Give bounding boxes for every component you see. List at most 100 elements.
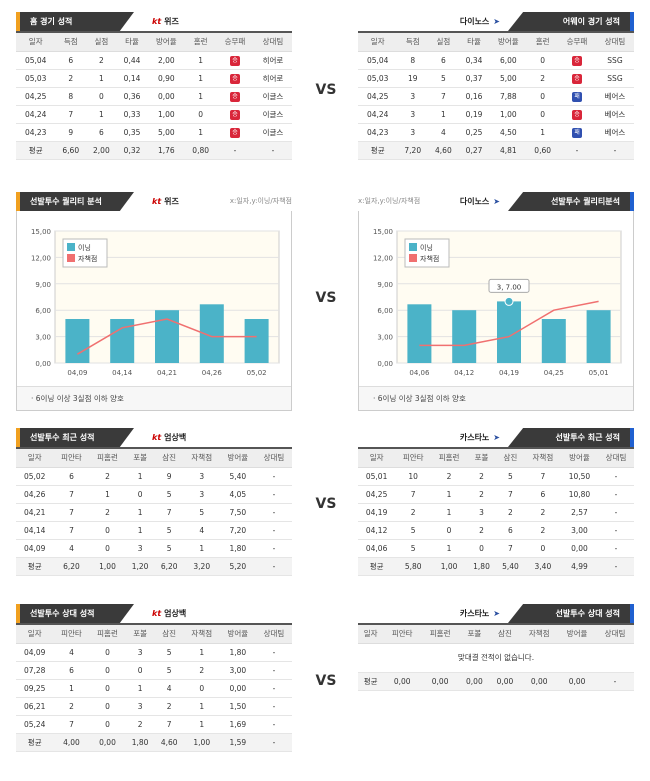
table-cell: 04,24 (16, 105, 56, 124)
table-cell: 3 (125, 643, 155, 662)
average-cell: 0,00 (558, 672, 597, 691)
table-cell: 0 (527, 51, 558, 70)
table-cell: 0,19 (458, 105, 490, 124)
column-header: 자책점 (520, 625, 559, 644)
table-row: 05,04 8 6 0,34 6,00 0 승 SSG (358, 51, 634, 70)
table-cell: 1,80 (219, 539, 256, 558)
table-cell: 히어로 (253, 51, 292, 70)
table-cell: - (255, 539, 292, 558)
table-cell: 0 (527, 87, 558, 106)
table-cell: 0,34 (458, 51, 490, 70)
table-row: 05,04 6 2 0,44 2,00 1 승 히어로 (16, 51, 292, 70)
table-cell: 04,21 (16, 503, 54, 522)
opp-left-header: 선발투수 상대 성적 kt 엄상백 (16, 604, 292, 623)
average-cell: 1,00 (89, 557, 126, 576)
table-cell: 0,00 (147, 87, 186, 106)
table-cell: 0 (185, 105, 216, 124)
average-cell: - (596, 672, 634, 691)
column-header: 일자 (358, 449, 396, 468)
table-cell: 6,00 (489, 51, 528, 70)
average-cell: 평균 (358, 141, 398, 160)
average-cell: 0,00 (459, 672, 490, 691)
table-cell: 0,37 (458, 69, 490, 88)
legend-swatch (409, 243, 417, 251)
result-badge: 패 (571, 91, 582, 102)
column-header: 피홈런 (421, 625, 460, 644)
legend-label: 자책점 (78, 254, 97, 263)
quality-left-chart: 0,00 3,00 6,00 9,00 12,00 15,00 04,09 04,14 04,2… (16, 211, 292, 411)
average-row: 평균 5,80 1,00 1,80 5,40 3,40 4,99- (358, 557, 634, 576)
table-cell: - (255, 643, 292, 662)
average-cell: 4,81 (489, 141, 528, 160)
table-cell: 2 (53, 697, 90, 716)
home-record-title: 홈 경기 성적 (16, 12, 134, 31)
result-badge: 패 (571, 127, 582, 138)
table-cell: 0,33 (116, 105, 148, 124)
recent-right-pitcher: 카스타노 ➤ (459, 433, 500, 442)
table-cell: 2 (183, 661, 220, 680)
average-cell: 평균 (358, 557, 396, 576)
y-tick-label: 15,00 (31, 228, 51, 236)
column-header: 피안타 (53, 449, 90, 468)
legend-swatch (67, 243, 75, 251)
table-cell: 1 (125, 679, 155, 698)
average-cell: 0,00 (421, 672, 460, 691)
average-cell: 평균 (16, 141, 56, 160)
table-cell: 04,25 (358, 87, 398, 106)
tooltip-point (504, 296, 514, 306)
average-cell: 0,00 (89, 733, 126, 752)
table-cell: - (255, 697, 292, 716)
result-badge: 승 (571, 55, 582, 66)
average-cell: 2,00 (86, 141, 117, 160)
table-cell: 1 (89, 485, 126, 504)
quality-right-team: 다이노스 ➤ (459, 197, 500, 206)
bar-innings (407, 304, 432, 363)
opp-left-title: 선발투수 상대 성적 (16, 604, 134, 623)
average-cell: 6,20 (53, 557, 90, 576)
table-cell: 승 (215, 123, 254, 142)
result-badge: 승 (571, 73, 582, 84)
table-cell: 05,02 (16, 467, 54, 486)
table-cell: 0 (89, 679, 126, 698)
table-row: 04,21 7 2 1 7 5 7,50- (16, 503, 292, 522)
table-cell: 이글스 (253, 105, 292, 124)
table-row: 04,19 2 1 3 2 2 2,57- (358, 503, 634, 522)
table-cell: 0,90 (147, 69, 186, 88)
table-row: 04,25 3 7 0,16 7,88 0 패 베어스 (358, 87, 634, 106)
column-header: 상대팀 (598, 449, 634, 468)
average-cell: 7,20 (397, 141, 429, 160)
bar-innings (452, 310, 477, 363)
column-header: 삼진 (495, 449, 525, 468)
average-cell: 0,00 (383, 672, 422, 691)
column-header: 타율 (458, 33, 490, 52)
table-cell: 히어로 (253, 69, 292, 88)
table-cell: 5 (154, 539, 184, 558)
table-cell: - (255, 521, 292, 540)
home-team-name: kt 위즈 (152, 17, 179, 26)
table-cell: 04,19 (358, 503, 396, 522)
column-header: 상대팀 (255, 625, 292, 644)
table-cell: 6 (53, 467, 90, 486)
table-cell: 1 (183, 643, 220, 662)
column-header: 실점 (86, 33, 117, 52)
home-record-table: 일자 득점 실점 타율 방어율 홈런 승무패 상대팀 05,04 6 2 0,44 2,00 1 승 히어로 0… (16, 33, 292, 160)
home-record-panel: 홈 경기 성적 kt 위즈 일자 득점 실점 타율 방어율 홈런 승무패 상대팀 05,04 6 2 0… (16, 12, 292, 160)
table-cell: 3 (397, 87, 429, 106)
table-cell: 7,20 (219, 521, 256, 540)
table-cell: 04,23 (358, 123, 398, 142)
table-cell: 05,01 (358, 467, 396, 486)
recent-right-title: 선발투수 최근 성적 (508, 428, 634, 447)
table-cell: 04,09 (16, 539, 54, 558)
column-header: 타율 (116, 33, 148, 52)
average-cell: 0,27 (458, 141, 490, 160)
average-cell: 4,00 (53, 733, 90, 752)
quality-left-chart-svg: 0,00 3,00 6,00 9,00 12,00 15,00 04,09 04,14 04,2… (31, 228, 280, 377)
average-cell: 1,59 (219, 733, 256, 752)
table-cell: 2 (467, 485, 496, 504)
quality-right-title: 선발투수 퀄리티분석 (508, 192, 634, 211)
y-tick-label: 15,00 (373, 228, 393, 236)
table-cell: 1,69 (219, 715, 256, 734)
table-cell: 05,04 (358, 51, 398, 70)
quality-right-chart: 0,00 3,00 6,00 9,00 12,00 15,00 04,06 04,12 04,1… (358, 211, 634, 411)
table-cell: 3,00 (560, 521, 599, 540)
